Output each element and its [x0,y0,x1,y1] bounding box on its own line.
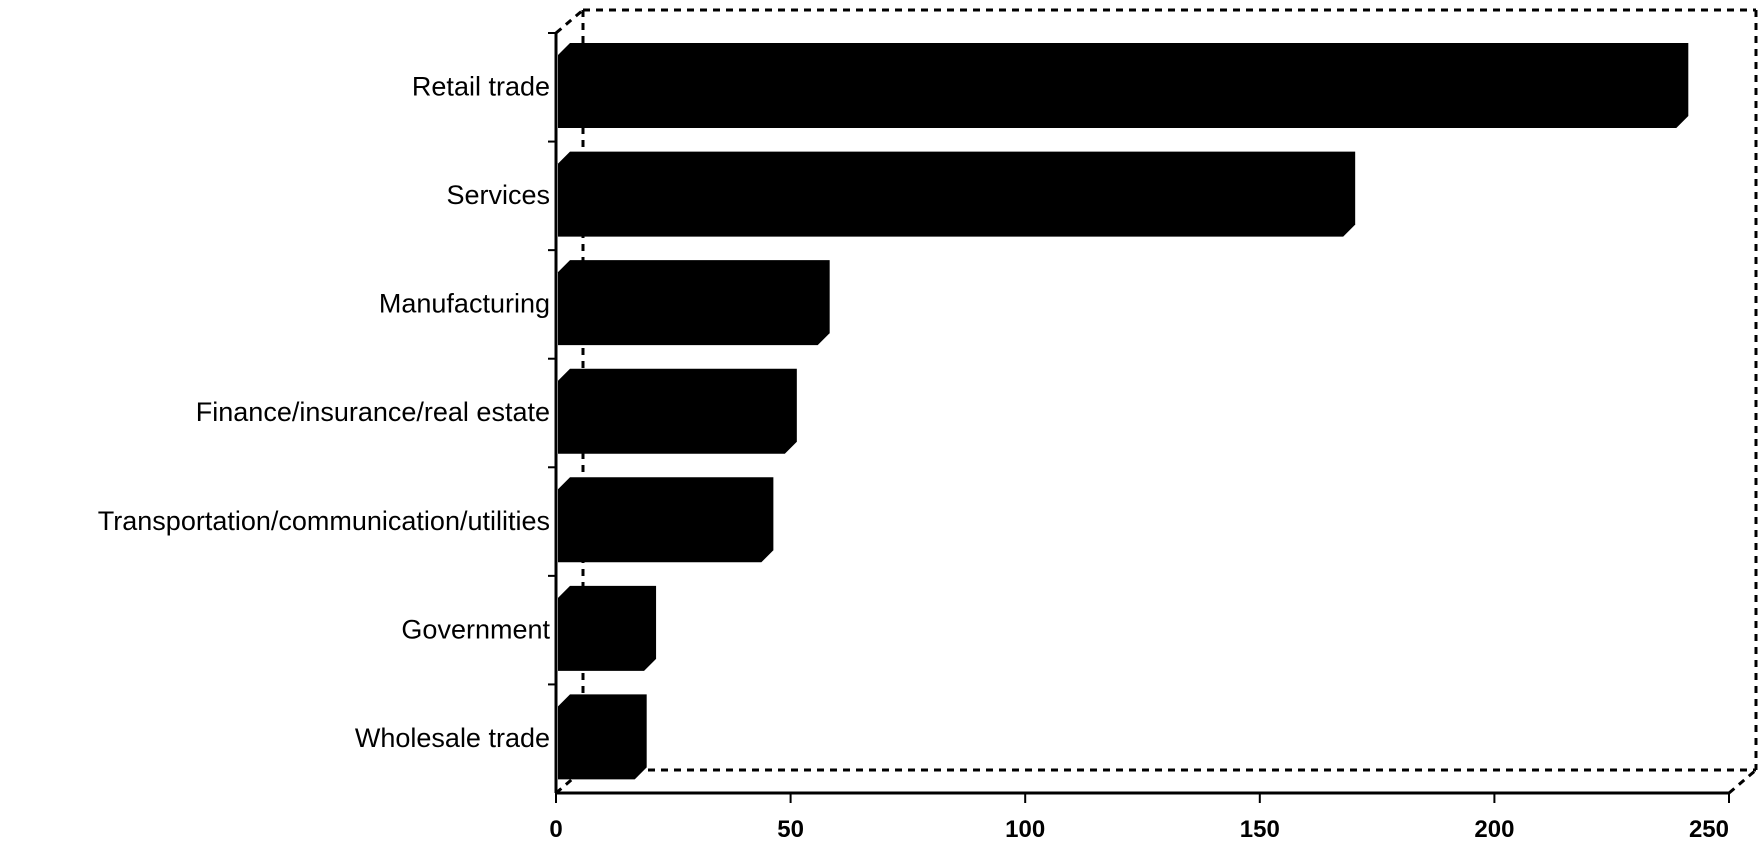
bar-2 [558,260,830,346]
x-tick-label-5: 250 [1689,816,1729,843]
x-tick-label-1: 50 [777,816,804,843]
category-labels: Retail trade Services Manufacturing Finance… [98,32,556,753]
top-left-depth [555,8,584,35]
bar-4 [558,477,774,563]
category-label-5: Government [401,614,550,644]
category-label-2: Manufacturing [379,289,550,319]
bar-1 [558,151,1356,237]
category-label-0: Retail trade [412,72,550,102]
x-tick-label-3: 150 [1240,816,1280,843]
x-axis-ticks: 0 50 100 150 200 250 [549,793,1730,843]
category-label-6: Wholesale trade [355,723,550,753]
x-tick-label-0: 0 [549,816,562,843]
x-tick-label-4: 200 [1474,816,1514,843]
category-label-4: Transportation/communication/utilities [98,506,550,536]
bars-group [558,43,1689,780]
bar-6 [558,694,647,780]
x-tick-label-2: 100 [1005,816,1045,843]
chart-frame [554,8,1758,795]
bar-5 [558,585,657,671]
category-label-3: Finance/insurance/real estate [196,397,550,427]
floor-right-depth [1728,768,1757,795]
bar-0 [558,43,1689,128]
bar-3 [558,368,797,454]
category-label-1: Services [446,180,550,210]
